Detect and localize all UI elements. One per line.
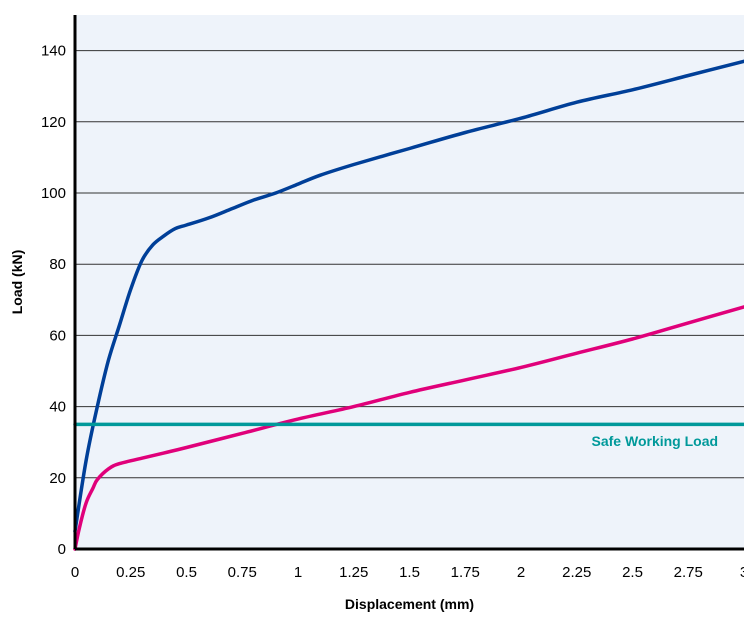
series-line-1 <box>73 59 744 533</box>
x-tick-label: 2.5 <box>622 564 643 581</box>
y-tick-label: 100 <box>41 185 66 202</box>
x-tick-label: 1.5 <box>399 564 420 581</box>
y-tick-label: 60 <box>49 327 66 344</box>
y-axis-title: Load (kN) <box>9 250 25 315</box>
series-layer <box>73 59 744 551</box>
gridlines <box>75 50 744 479</box>
y-tick-label: 140 <box>41 43 66 60</box>
y-tick-label: 80 <box>49 256 66 273</box>
x-tick-label: 0.5 <box>176 564 197 581</box>
x-tick-label: 2.75 <box>674 564 703 581</box>
x-tick-label: 1 <box>294 564 302 581</box>
x-tick-label: 3 <box>740 564 744 581</box>
x-tick-label: 0.25 <box>116 564 145 581</box>
x-tick-label: 1.75 <box>451 564 480 581</box>
y-tick-label: 120 <box>41 114 66 131</box>
plot-background <box>75 15 744 549</box>
x-tick-label: 2 <box>517 564 525 581</box>
y-tick-label: 0 <box>58 541 66 558</box>
x-tick-label: 2.25 <box>562 564 591 581</box>
series-line-2 <box>73 305 744 551</box>
x-tick-label: 0.75 <box>228 564 257 581</box>
tick-labels: 0 0.25 0.5 0.75 1 1.25 1.5 1.75 2 2.25 2.5 2.75 3 0 20… <box>41 43 744 581</box>
x-axis-title: Displacement (mm) <box>345 596 474 612</box>
y-tick-label: 40 <box>49 399 66 416</box>
axes <box>73 15 744 551</box>
x-tick-label: 1.25 <box>339 564 368 581</box>
safe-working-load-label: Safe Working Load <box>592 433 719 449</box>
annotations: Safe Working Load <box>592 433 719 449</box>
y-tick-label: 20 <box>49 470 66 487</box>
x-tick-label: 0 <box>71 564 79 581</box>
